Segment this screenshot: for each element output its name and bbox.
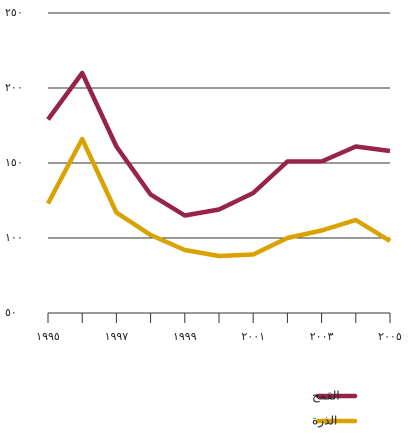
x-tick-label: ١٩٩٩: [173, 330, 197, 343]
x-tick-label: ١٩٩٥: [36, 330, 60, 343]
series-line: [46, 70, 391, 218]
legend-label: القمح: [312, 389, 340, 403]
y-tick-label: ١٠٠: [5, 231, 23, 244]
y-tick-label: ٥٠: [5, 306, 17, 319]
y-tick-label: ١٥٠: [5, 156, 23, 169]
x-tick-label: ٢٠٠٥: [378, 330, 402, 343]
x-tick-label: ٢٠٠١: [241, 330, 265, 343]
x-tick-label: ٢٠٠٣: [310, 330, 334, 343]
series-line: [46, 136, 392, 259]
y-tick-label: ٢٥٠: [5, 6, 23, 19]
legend-label: الذرة: [312, 414, 337, 429]
y-tick-label: ٢٠٠: [5, 81, 23, 94]
legend: القمح الذرة: [312, 389, 358, 429]
x-tick-label: ١٩٩٧: [105, 330, 129, 343]
